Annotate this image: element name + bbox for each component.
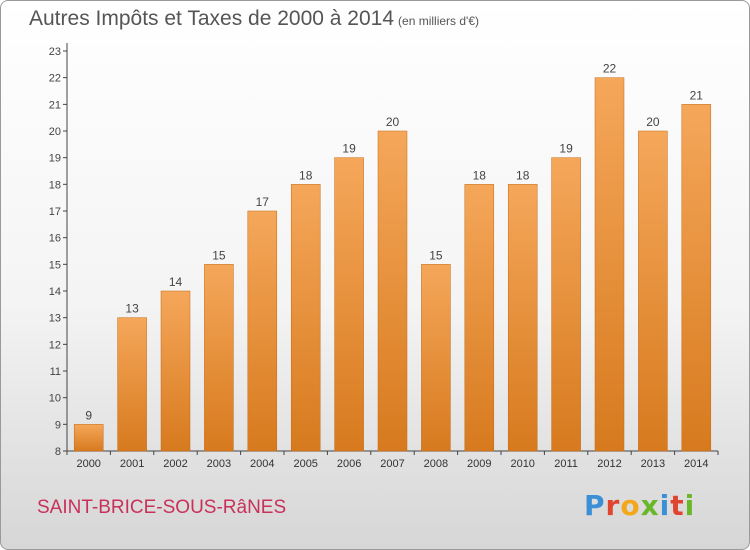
bar-2004 (247, 210, 278, 452)
logo-letter: r (605, 489, 621, 522)
chart-title: Autres Impôts et Taxes de 2000 à 2014 (en… (29, 7, 479, 31)
x-tick-label: 2004 (250, 458, 274, 470)
bar-2001 (117, 317, 147, 452)
bar-2010 (507, 184, 538, 452)
logo-letter: x (640, 489, 660, 522)
commune-name: SAINT-BRICE-SOUS-RâNES (37, 497, 287, 518)
y-tick-label: 17 (49, 206, 61, 218)
y-axis: 8 9 10 11 12 13 14 15 16 17 18 19 20 21 22 23 (49, 43, 68, 458)
chart-title-text: Autres Impôts et Taxes de 2000 à 2014 (29, 7, 395, 30)
y-tick-label: 20 (49, 126, 61, 138)
x-tick-label: 2003 (207, 458, 231, 470)
x-tick-label: 2013 (641, 458, 665, 470)
bar-2005 (290, 184, 321, 452)
data-label-2012: 22 (603, 62, 617, 76)
y-tick-label: 16 (49, 233, 61, 245)
x-tick-label: 2007 (380, 458, 404, 470)
data-label-2000: 9 (85, 408, 92, 422)
logo-letter: o (620, 489, 641, 522)
data-label-2004: 17 (256, 195, 270, 209)
data-label-2005: 18 (299, 168, 313, 182)
bar-2013 (638, 130, 668, 452)
y-tick-label: 23 (49, 46, 61, 58)
x-tick-label: 2012 (597, 458, 621, 470)
x-tick-label: 2001 (120, 458, 144, 470)
data-labels: 9 13 14 15 17 18 19 20 15 18 18 19 22 20 21 (85, 62, 703, 423)
y-tick-label: 18 (49, 179, 61, 191)
bar-2007 (377, 130, 408, 452)
data-label-2011: 19 (559, 142, 573, 156)
bars (73, 77, 712, 452)
x-tick-label: 2010 (510, 458, 534, 470)
logo-letter: P (584, 489, 606, 522)
data-label-2014: 21 (690, 88, 704, 102)
data-label-2003: 15 (212, 248, 226, 262)
bar-2003 (204, 264, 234, 452)
y-tick-label: 15 (49, 259, 61, 271)
bar-2002 (160, 290, 191, 452)
y-tick-label: 9 (55, 419, 61, 431)
x-tick-label: 2008 (424, 458, 448, 470)
y-tick-label: 11 (50, 366, 61, 378)
y-tick-label: 8 (55, 446, 61, 458)
y-tick-label: 22 (49, 73, 61, 85)
x-tick-label: 2002 (163, 458, 187, 470)
logo-letter: i (684, 489, 696, 522)
x-tick-label: 2011 (554, 458, 578, 470)
bar-2012 (594, 77, 625, 452)
logo-letter: i (659, 489, 671, 522)
x-tick-label: 2005 (293, 458, 317, 470)
data-label-2006: 19 (342, 142, 356, 156)
data-label-2002: 14 (169, 275, 183, 289)
x-tick-label: 2009 (467, 458, 491, 470)
data-label-2001: 13 (125, 302, 139, 316)
data-label-2008: 15 (429, 248, 443, 262)
bar-2011 (551, 157, 581, 452)
y-tick-label: 13 (49, 313, 61, 325)
data-label-2010: 18 (516, 168, 530, 182)
bar-2000 (73, 424, 104, 452)
y-tick-label: 12 (49, 339, 61, 351)
data-label-2009: 18 (473, 168, 487, 182)
y-tick-label: 19 (49, 153, 61, 165)
y-tick-label: 10 (49, 393, 61, 405)
x-axis: 2000 2001 2002 2003 2004 2005 2006 2007 2008 2009… (66, 450, 719, 470)
y-tick-label: 21 (49, 99, 61, 111)
y-tick-label: 14 (49, 286, 61, 298)
logo-letter: t (670, 489, 685, 522)
data-label-2013: 20 (646, 115, 660, 129)
bar-2014 (681, 104, 712, 452)
x-tick-label: 2006 (337, 458, 361, 470)
bar-2008 (421, 264, 451, 452)
chart-unit: (en milliers d'€) (398, 14, 480, 28)
bar-2009 (464, 184, 495, 452)
bar-2006 (334, 157, 364, 452)
x-tick-label: 2000 (76, 458, 100, 470)
proxiti-logo[interactable]: Proxiti (584, 489, 695, 522)
x-tick-label: 2014 (684, 458, 708, 470)
data-label-2007: 20 (386, 115, 400, 129)
